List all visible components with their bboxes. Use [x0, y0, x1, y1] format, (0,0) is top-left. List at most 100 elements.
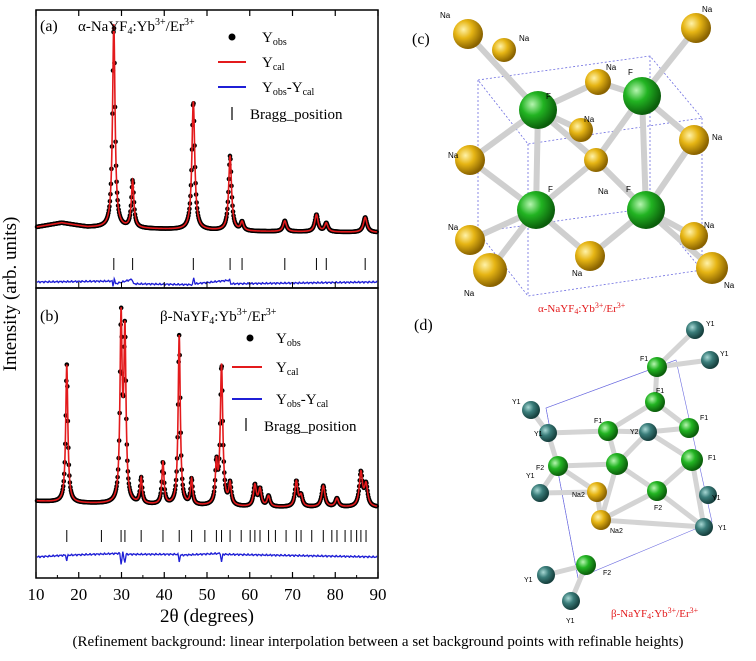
f1-label: F1 [700, 415, 708, 422]
bragg-ticks [66, 530, 367, 542]
f-atom [517, 191, 555, 229]
f-atom [623, 77, 661, 115]
panel-title-b: β-NaYF4:Yb3+/Er3+ [160, 307, 277, 327]
title-a-sup2: 3+ [184, 17, 195, 28]
xrd-panel-b [34, 305, 379, 565]
f-atom [598, 421, 618, 441]
x-tick-label: 10 [28, 585, 45, 604]
y-atom [639, 423, 657, 441]
f2-label: F2 [654, 505, 662, 512]
title-b-sup2: 3+ [266, 307, 277, 318]
panel-label-d: (d) [414, 317, 433, 334]
na2-label: Na2 [610, 528, 623, 535]
legend-b-obs-label: Yobs [276, 331, 301, 349]
title-a-base: α-NaYF [78, 19, 128, 35]
f-label: F [626, 185, 631, 194]
xrd-panel-a [34, 24, 379, 287]
x-tick-label: 50 [199, 585, 216, 604]
calculated-line [36, 307, 378, 508]
title-b-sub: 4 [209, 316, 214, 327]
f-label: F [546, 92, 551, 101]
y-atom [562, 592, 580, 610]
na-label: Na [440, 11, 451, 20]
atom-labels-beta: Y1 Y1 Y1 Y1 Y1 Y1 Y1 Y1 Y1 Y2 F1 F1 F1 F… [512, 321, 729, 625]
f-atom [645, 392, 665, 412]
f-atom [681, 449, 703, 471]
f-atom [519, 91, 557, 129]
y1-label: Y1 [534, 431, 543, 438]
y1-label: Y1 [524, 577, 533, 584]
figure-canvas: 10 20 30 40 50 60 70 80 90 2θ (degrees) Intensit… [0, 5, 735, 627]
y1-label: Y1 [526, 473, 535, 480]
x-axis: 10 20 30 40 50 60 70 80 90 [28, 10, 387, 604]
x-axis-label: 2θ (degrees) [160, 606, 254, 627]
atom-labels-alpha: Na Na Na Na Na Na Na Na Na Na Na Na Na F… [440, 5, 735, 298]
xrd-frame-a [35, 9, 379, 289]
y-atom [539, 424, 557, 442]
na-atom [455, 145, 485, 175]
f-atom [647, 481, 667, 501]
y-atom [699, 486, 717, 504]
f2-label: F2 [536, 465, 544, 472]
difference-line [36, 276, 378, 287]
legend-a-obs-marker [228, 33, 236, 41]
na-atom [492, 38, 516, 62]
difference-line [36, 551, 378, 565]
observed-series [34, 25, 379, 235]
title-b-sup1: 3+ [237, 307, 248, 318]
title-a-sub: 4 [128, 26, 133, 37]
na-label: Na [704, 221, 715, 230]
na-atom [696, 252, 728, 284]
y-atom [686, 321, 704, 339]
y-axis-label: Intensity (arb. units) [0, 217, 21, 372]
y1-label: Y1 [712, 495, 721, 502]
structure-alpha: (c) [412, 5, 735, 316]
xrd-panels: 10 20 30 40 50 60 70 80 90 2θ (degrees) Intensit… [0, 9, 387, 627]
f-label: F [548, 185, 553, 194]
x-tick-label: 20 [70, 585, 87, 604]
y1-label: Y1 [512, 399, 521, 406]
f1-label: F1 [594, 418, 602, 425]
na-label: Na [519, 34, 530, 43]
structure-label-alpha: α-NaYF4:Yb3+/Er3+ [538, 301, 626, 316]
na-atom [585, 69, 611, 95]
calculated-line [36, 24, 378, 233]
na-label: Na [702, 5, 713, 14]
title-b-mid2: /Er [247, 309, 265, 325]
f-atom [576, 555, 596, 575]
f1-label: F1 [640, 356, 648, 363]
legend-b-diff-label: Yobs-Ycal [276, 392, 328, 410]
structure-beta: (d) [414, 317, 729, 625]
na2-label: Na2 [572, 492, 585, 499]
na-atom [473, 253, 507, 287]
na-atoms-beta [587, 482, 611, 530]
legend-a-obs-label: Yobs [262, 30, 287, 48]
title-a-sup1: 3+ [155, 17, 166, 28]
y-atom [695, 518, 713, 536]
x-tick-label: 90 [370, 585, 387, 604]
y-atom [537, 566, 555, 584]
na-label: Na [448, 223, 459, 232]
f-atoms-beta [548, 357, 703, 575]
x-tick-label: 80 [327, 585, 344, 604]
na-atom [679, 125, 709, 155]
na-atom [584, 148, 608, 172]
na-label: Na [712, 133, 723, 142]
na-atom [575, 241, 605, 271]
legend-b-cal-label: Ycal [276, 360, 299, 378]
f-atom [647, 357, 667, 377]
na-atom [455, 225, 485, 255]
na-label: Na [448, 151, 459, 160]
f1-label: F1 [656, 388, 664, 395]
legend-b-obs-marker [246, 334, 254, 342]
panel-label-b: (b) [40, 308, 59, 325]
na-atom [681, 13, 711, 43]
na-label: Na [724, 281, 735, 290]
na-label: Na [584, 115, 595, 124]
x-tick-label: 70 [284, 585, 301, 604]
legend-a: Yobs Ycal Yobs-Ycal Bragg_position [218, 30, 343, 123]
na-label: Na [464, 289, 475, 298]
na-atom [453, 19, 483, 49]
na-atoms-alpha [453, 13, 728, 287]
bragg-ticks [113, 258, 366, 270]
